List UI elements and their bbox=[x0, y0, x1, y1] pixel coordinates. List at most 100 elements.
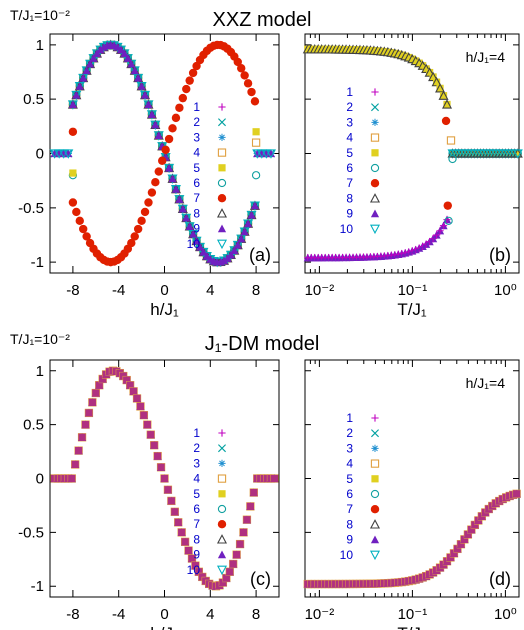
x-tick-label: 10⁰ bbox=[494, 606, 517, 623]
data-point bbox=[218, 490, 226, 498]
data-point bbox=[426, 68, 434, 77]
data-point bbox=[436, 84, 444, 92]
legend-label: 2 bbox=[193, 115, 200, 129]
data-point bbox=[371, 429, 379, 438]
data-point bbox=[160, 474, 169, 483]
data-point bbox=[89, 54, 98, 62]
data-series bbox=[49, 39, 277, 268]
annotation-label: h/J₁=4 bbox=[466, 375, 506, 391]
data-point bbox=[251, 138, 261, 147]
data-point bbox=[448, 154, 457, 164]
top-corner-note: T/J₁=10⁻² bbox=[10, 7, 70, 23]
data-point bbox=[370, 505, 380, 514]
x-tick-label: -8 bbox=[66, 282, 79, 299]
data-point bbox=[82, 232, 91, 241]
data-point bbox=[195, 568, 203, 576]
data-point bbox=[189, 229, 198, 238]
data-point bbox=[370, 459, 380, 468]
data-point bbox=[252, 128, 260, 136]
data-point bbox=[192, 236, 201, 245]
data-point bbox=[369, 224, 381, 235]
x-tick-label: 8 bbox=[252, 606, 260, 623]
data-series bbox=[50, 366, 279, 591]
data-point bbox=[171, 113, 181, 123]
data-point bbox=[120, 49, 129, 58]
data-point bbox=[68, 474, 76, 483]
x-tick-label: 4 bbox=[206, 282, 214, 299]
legend-label: 6 bbox=[346, 161, 353, 175]
data-point bbox=[429, 235, 437, 243]
data-point bbox=[453, 545, 462, 553]
data-point bbox=[250, 97, 260, 106]
data-point bbox=[247, 210, 256, 219]
data-point bbox=[219, 256, 229, 265]
data-point bbox=[191, 562, 200, 570]
panel-label: (c) bbox=[250, 569, 271, 589]
legend-label: 9 bbox=[346, 207, 353, 221]
legend-label: 3 bbox=[346, 441, 353, 455]
legend-label: 2 bbox=[193, 441, 200, 455]
data-point bbox=[460, 535, 469, 543]
data-point bbox=[230, 246, 239, 255]
x-tick-label: 10⁰ bbox=[494, 282, 517, 299]
data-point bbox=[439, 92, 448, 100]
panel-label: (b) bbox=[489, 245, 511, 265]
legend-label: 5 bbox=[193, 161, 200, 175]
data-point bbox=[218, 459, 226, 467]
data-point bbox=[432, 78, 441, 86]
data-point bbox=[175, 195, 184, 203]
data-point bbox=[134, 73, 143, 82]
data-point bbox=[442, 99, 453, 109]
data-point bbox=[370, 209, 380, 218]
data-point bbox=[68, 198, 78, 207]
data-point bbox=[443, 201, 452, 210]
data-point bbox=[219, 578, 227, 587]
data-point bbox=[175, 103, 184, 112]
legend-label: 6 bbox=[346, 487, 353, 501]
data-point bbox=[85, 59, 95, 68]
data-point bbox=[136, 402, 145, 411]
data-point bbox=[99, 375, 107, 383]
data-point bbox=[217, 194, 227, 203]
y-tick-label: 0.5 bbox=[23, 91, 44, 108]
data-point bbox=[140, 90, 150, 99]
data-point bbox=[250, 201, 260, 210]
data-point bbox=[218, 103, 226, 111]
data-series bbox=[303, 489, 521, 589]
data-point bbox=[92, 389, 100, 397]
x-tick-label: 10⁻² bbox=[305, 606, 335, 623]
data-point bbox=[143, 421, 151, 429]
legend-label: 10 bbox=[340, 222, 354, 236]
legend-label: 10 bbox=[340, 548, 354, 562]
data-point bbox=[144, 100, 153, 109]
legend-label: 3 bbox=[193, 456, 200, 470]
data-point bbox=[370, 535, 380, 544]
annotation-label: h/J₁=4 bbox=[466, 49, 506, 65]
data-point bbox=[474, 516, 482, 525]
y-tick-label: -1 bbox=[31, 578, 44, 595]
data-point bbox=[85, 409, 93, 417]
data-point bbox=[218, 118, 226, 127]
data-point bbox=[185, 222, 194, 230]
data-point bbox=[158, 156, 167, 165]
data-point bbox=[422, 65, 430, 73]
data-point bbox=[217, 474, 227, 483]
y-tick-label: -1 bbox=[31, 254, 44, 271]
x-tick-label: 10⁻¹ bbox=[398, 606, 428, 623]
data-point bbox=[185, 76, 194, 85]
data-point bbox=[75, 447, 83, 455]
y-tick-label: 0.5 bbox=[23, 417, 44, 434]
data-point bbox=[164, 134, 174, 144]
data-point bbox=[251, 171, 261, 180]
legend-label: 3 bbox=[346, 115, 353, 129]
x-axis-label: h/J₁ bbox=[150, 624, 179, 630]
y-tick-label: -0.5 bbox=[18, 524, 44, 541]
data-point bbox=[216, 239, 228, 250]
legend-label: 4 bbox=[346, 131, 353, 145]
legend-label: 1 bbox=[193, 426, 200, 440]
data-point bbox=[371, 88, 379, 96]
data-point bbox=[243, 516, 251, 524]
data-point bbox=[464, 530, 472, 539]
